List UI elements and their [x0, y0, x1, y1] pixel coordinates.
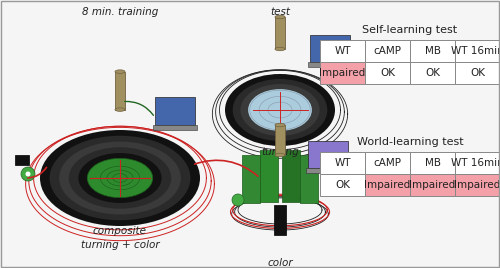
- Bar: [15, 155, 29, 165]
- Bar: [410, 152, 455, 174]
- Bar: [455, 152, 500, 174]
- Text: MB: MB: [424, 158, 440, 168]
- Text: WT 16min: WT 16min: [451, 46, 500, 56]
- Text: OK: OK: [425, 68, 440, 78]
- Bar: [320, 62, 365, 84]
- Bar: [282, 150, 300, 202]
- Ellipse shape: [40, 130, 200, 226]
- Text: Self-learning test: Self-learning test: [362, 25, 458, 35]
- Bar: [115, 72, 125, 110]
- Bar: [410, 174, 455, 196]
- Ellipse shape: [50, 136, 190, 220]
- Ellipse shape: [225, 74, 335, 146]
- Ellipse shape: [248, 89, 312, 131]
- Text: test: test: [270, 7, 290, 17]
- Ellipse shape: [240, 84, 320, 136]
- Ellipse shape: [115, 70, 125, 73]
- Bar: [365, 152, 410, 174]
- Text: Impaired: Impaired: [454, 180, 500, 190]
- Bar: [306, 168, 350, 173]
- Bar: [308, 62, 352, 67]
- Bar: [365, 40, 410, 62]
- Bar: [320, 174, 365, 196]
- Ellipse shape: [275, 123, 285, 127]
- Text: cAMP: cAMP: [374, 158, 402, 168]
- Ellipse shape: [115, 108, 125, 111]
- Bar: [242, 155, 260, 203]
- Bar: [155, 96, 195, 125]
- Text: MB: MB: [424, 46, 440, 56]
- Bar: [300, 155, 318, 203]
- Text: WT: WT: [334, 46, 351, 56]
- Text: OK: OK: [335, 180, 350, 190]
- Bar: [410, 62, 455, 84]
- Bar: [275, 17, 285, 49]
- Bar: [275, 125, 285, 155]
- Circle shape: [26, 172, 30, 177]
- Text: WT 16min: WT 16min: [451, 158, 500, 168]
- Ellipse shape: [232, 79, 328, 141]
- Bar: [260, 150, 278, 202]
- Bar: [455, 62, 500, 84]
- Bar: [310, 35, 350, 62]
- Bar: [274, 205, 286, 235]
- Text: Impaired: Impaired: [410, 180, 456, 190]
- Bar: [320, 40, 365, 62]
- Bar: [153, 125, 197, 130]
- Text: Impaired: Impaired: [364, 180, 410, 190]
- Text: Impaired: Impaired: [320, 68, 366, 78]
- Ellipse shape: [69, 147, 171, 209]
- Text: OK: OK: [470, 68, 485, 78]
- Bar: [455, 40, 500, 62]
- Text: WT: WT: [334, 158, 351, 168]
- Ellipse shape: [87, 158, 153, 198]
- Text: 8 min. training: 8 min. training: [82, 7, 158, 17]
- Bar: [455, 174, 500, 196]
- Text: World-learning test: World-learning test: [356, 137, 464, 147]
- Ellipse shape: [275, 47, 285, 51]
- Bar: [308, 141, 348, 168]
- Circle shape: [21, 167, 35, 181]
- Ellipse shape: [275, 15, 285, 19]
- Ellipse shape: [275, 153, 285, 157]
- Bar: [365, 174, 410, 196]
- Text: composite
turning + color: composite turning + color: [80, 226, 160, 250]
- Bar: [410, 40, 455, 62]
- Bar: [365, 62, 410, 84]
- Text: OK: OK: [380, 68, 395, 78]
- Circle shape: [232, 194, 244, 206]
- Ellipse shape: [78, 153, 162, 203]
- Bar: [320, 152, 365, 174]
- Ellipse shape: [59, 142, 181, 214]
- Text: color: color: [267, 258, 293, 268]
- Text: cAMP: cAMP: [374, 46, 402, 56]
- Text: turning: turning: [261, 147, 299, 157]
